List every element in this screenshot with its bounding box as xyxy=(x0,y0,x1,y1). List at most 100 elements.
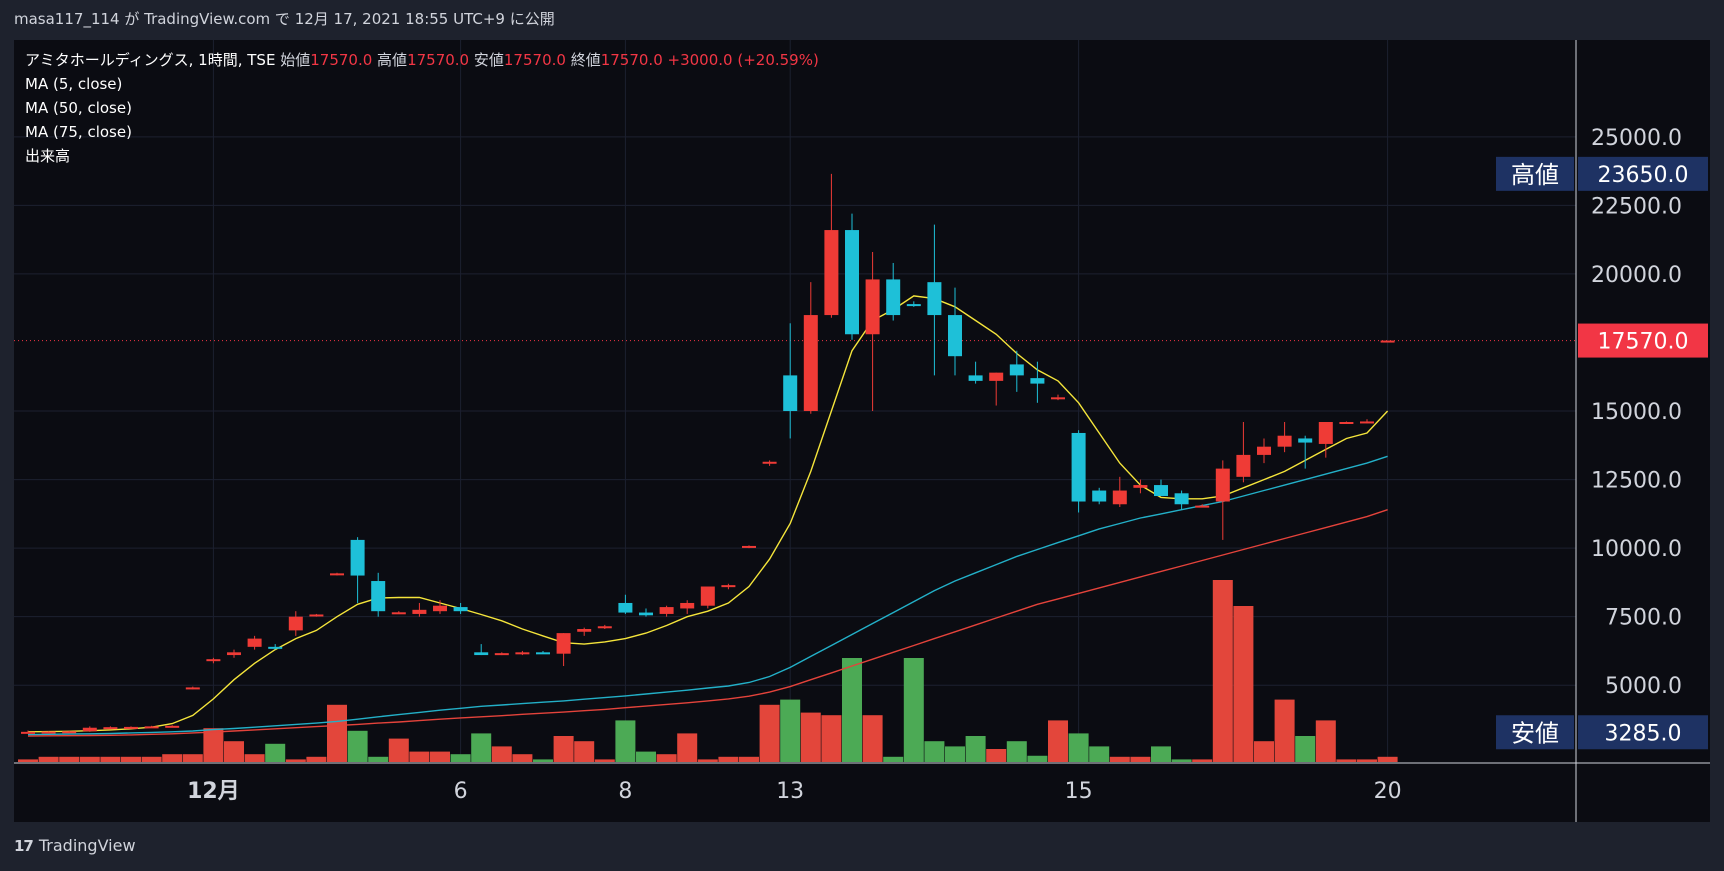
price-label-box xyxy=(1578,156,1708,191)
candle-body xyxy=(824,230,839,316)
volume-bar xyxy=(862,715,883,762)
volume-bar xyxy=(697,759,718,762)
candle-body xyxy=(62,731,77,734)
candle-body xyxy=(474,652,489,656)
candle-body xyxy=(350,539,365,576)
indicator-ma50[interactable]: MA (50, close) xyxy=(25,99,132,117)
tradingview-logo-icon: 17 xyxy=(14,836,34,855)
candle-body xyxy=(1215,468,1230,502)
candle-body xyxy=(1298,438,1313,443)
candle-body xyxy=(1133,485,1148,488)
candle-body xyxy=(206,659,221,662)
candle-body xyxy=(515,652,530,655)
volume-bar xyxy=(409,751,430,762)
candle-body xyxy=(1030,378,1045,384)
open-value: 17570.0 xyxy=(310,51,373,69)
candle-body xyxy=(371,581,386,612)
candle-body xyxy=(453,607,468,612)
candle-body xyxy=(803,315,818,412)
change-value: +3000.0 (+20.59%) xyxy=(667,51,819,69)
volume-bar xyxy=(79,756,100,762)
price-label-value: 3285.0 xyxy=(1605,721,1682,746)
volume-bar xyxy=(1212,580,1233,762)
volume-bar xyxy=(162,754,183,762)
candle-body xyxy=(494,653,509,656)
volume-bar xyxy=(924,741,945,762)
tradingview-brand: TradingView xyxy=(38,836,136,855)
ma50-line xyxy=(27,455,1388,736)
volume-bar xyxy=(1068,733,1089,762)
volume-bar xyxy=(1357,759,1377,762)
y-tick-label: 25000.0 xyxy=(1591,126,1682,151)
candle-body xyxy=(433,605,447,612)
candle-body xyxy=(989,372,1004,381)
price-label-name: 安値 xyxy=(1511,719,1559,747)
y-tick-label: 12500.0 xyxy=(1591,469,1682,494)
candle-body xyxy=(1339,422,1354,424)
indicator-volume[interactable]: 出来高 xyxy=(25,147,71,165)
low-value: 17570.0 xyxy=(503,51,566,69)
x-tick-label: 15 xyxy=(1065,779,1093,804)
candle-body xyxy=(103,727,118,730)
indicator-ma5[interactable]: MA (5, close) xyxy=(25,75,123,93)
ma75-line xyxy=(27,509,1388,737)
volume-bar xyxy=(718,756,739,762)
volume-bar xyxy=(1048,720,1068,762)
candle-body xyxy=(659,607,674,614)
price-label-value: 23650.0 xyxy=(1598,163,1689,188)
candle-body xyxy=(247,638,262,647)
candle-body xyxy=(412,609,427,614)
volume-bar xyxy=(1089,746,1110,762)
candle-body xyxy=(1257,446,1271,455)
candle-body xyxy=(185,687,200,690)
candle-body xyxy=(41,731,56,734)
volume-bar xyxy=(574,741,595,762)
price-label-name: 高値 xyxy=(1511,161,1559,189)
candle-body xyxy=(783,375,798,412)
y-tick-label: 7500.0 xyxy=(1605,606,1682,631)
volume-bar xyxy=(1192,759,1213,762)
candle-body xyxy=(1071,432,1086,502)
volume-bar xyxy=(800,712,821,762)
volume-bar xyxy=(1027,755,1048,762)
candle-body xyxy=(1277,435,1292,447)
symbol-title[interactable]: アミタホールディングス, 1時間, TSE xyxy=(25,51,276,69)
volume-bar xyxy=(285,759,306,762)
candle-body xyxy=(330,573,344,576)
volume-bar xyxy=(182,754,203,762)
candle-body xyxy=(124,726,138,729)
volume-bar xyxy=(656,754,677,762)
y-tick-label: 5000.0 xyxy=(1605,674,1682,699)
candle-body xyxy=(865,279,880,335)
volume-bar xyxy=(636,751,656,762)
close-label: 終値 xyxy=(570,51,601,69)
candle-body xyxy=(639,612,653,616)
candle-body xyxy=(927,282,942,316)
candle-body xyxy=(721,585,736,588)
candle-body xyxy=(1360,421,1374,424)
high-label: 高値 xyxy=(377,51,408,69)
volume-bar xyxy=(615,720,636,762)
volume-bar xyxy=(965,736,986,762)
volume-bar xyxy=(883,756,904,762)
y-tick-label: 20000.0 xyxy=(1591,263,1682,288)
x-tick-label: 12月 xyxy=(187,779,240,804)
volume-bar xyxy=(368,756,389,762)
volume-bar xyxy=(1315,720,1336,762)
candle-body xyxy=(1380,340,1395,343)
legend-ohlc-row: アミタホールディングス, 1時間, TSE 始値17570.0 高値17570.… xyxy=(25,48,819,72)
volume-bar xyxy=(1130,756,1151,762)
volume-bar xyxy=(986,749,1007,762)
footer-brand[interactable]: 17 TradingView xyxy=(14,836,136,855)
y-tick-label: 15000.0 xyxy=(1591,400,1682,425)
indicator-ma75[interactable]: MA (75, close) xyxy=(25,123,132,141)
candle-body xyxy=(82,727,97,732)
candle-body xyxy=(577,629,592,632)
volume-bar xyxy=(512,754,533,762)
low-label: 安値 xyxy=(473,51,504,69)
candle-body xyxy=(762,461,777,464)
chart-legend: アミタホールディングス, 1時間, TSE 始値17570.0 高値17570.… xyxy=(25,48,819,168)
candle-body xyxy=(680,602,695,609)
volume-bar xyxy=(1336,759,1357,762)
